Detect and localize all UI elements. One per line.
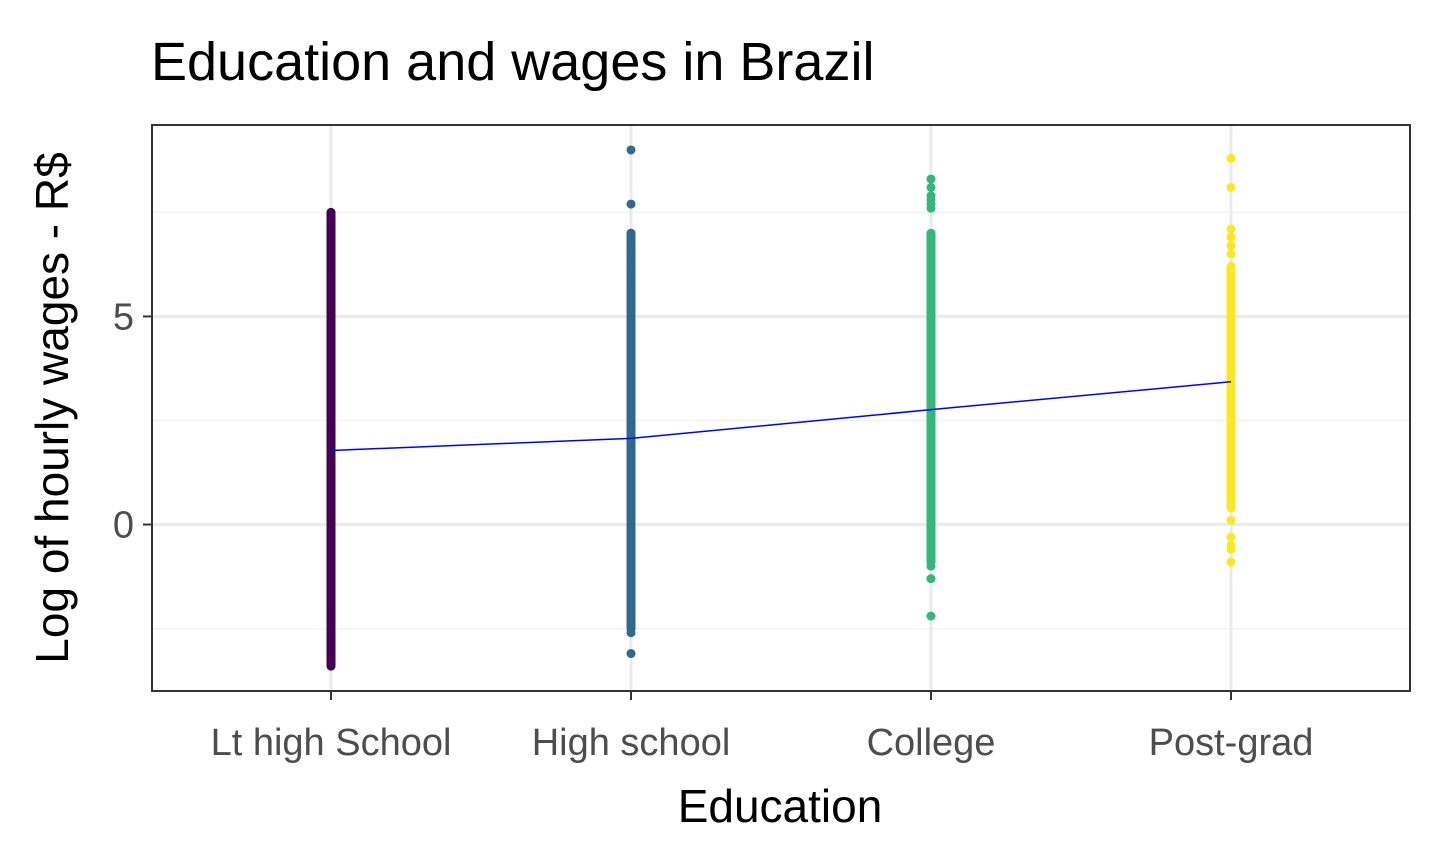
data-point [926,611,936,621]
y-tick-label: 5 [113,296,134,338]
data-point [326,628,336,638]
data-point [626,619,636,629]
data-point [626,145,636,155]
plot-area: 0 5 Lt high School High school College Post-g… [113,124,1411,764]
series-college [926,174,936,621]
data-point [1226,249,1236,259]
data-point [326,636,336,646]
data-point [926,574,936,584]
panel-background [152,125,1410,691]
y-axis-title: Log of hourly wages - R$ [26,152,78,663]
data-point [1226,182,1236,192]
data-point [1226,153,1236,163]
x-tick-label: Lt high School [211,722,452,764]
data-point [1226,557,1236,567]
data-point [926,561,936,571]
data-point [1226,224,1236,234]
data-point [326,237,336,247]
data-point [326,619,336,629]
data-point [626,257,636,267]
data-point [626,649,636,659]
data-point [626,291,636,301]
data-point [326,644,336,654]
series-post-grad [1226,153,1236,567]
data-point [626,199,636,209]
series-high-school [626,145,636,659]
data-point [626,628,636,638]
data-point [626,237,636,247]
data-point [926,182,936,192]
data-point [326,661,336,671]
data-point [626,278,636,288]
data-point [926,174,936,184]
data-point [626,228,636,238]
x-axis-title: Education [678,780,883,832]
x-tick-label: High school [532,722,731,764]
x-tick-label: College [867,722,996,764]
data-point [1226,515,1236,525]
data-point [1226,232,1236,242]
data-point [326,262,336,271]
chart-title: Education and wages in Brazil [151,32,874,92]
series-lt-high-school [326,207,336,671]
data-point [326,207,336,217]
data-point [326,611,336,621]
data-point [1226,545,1236,554]
data-point [626,607,636,617]
y-tick-label: 0 [113,505,134,547]
data-point [626,270,636,280]
data-point [326,249,336,259]
panel-border [151,124,1411,692]
data-point [926,203,936,213]
data-point [1226,532,1236,542]
data-point [1226,241,1236,251]
data-point [626,249,636,259]
trend-line [330,381,1232,452]
x-tick-label: Post-grad [1149,722,1314,764]
